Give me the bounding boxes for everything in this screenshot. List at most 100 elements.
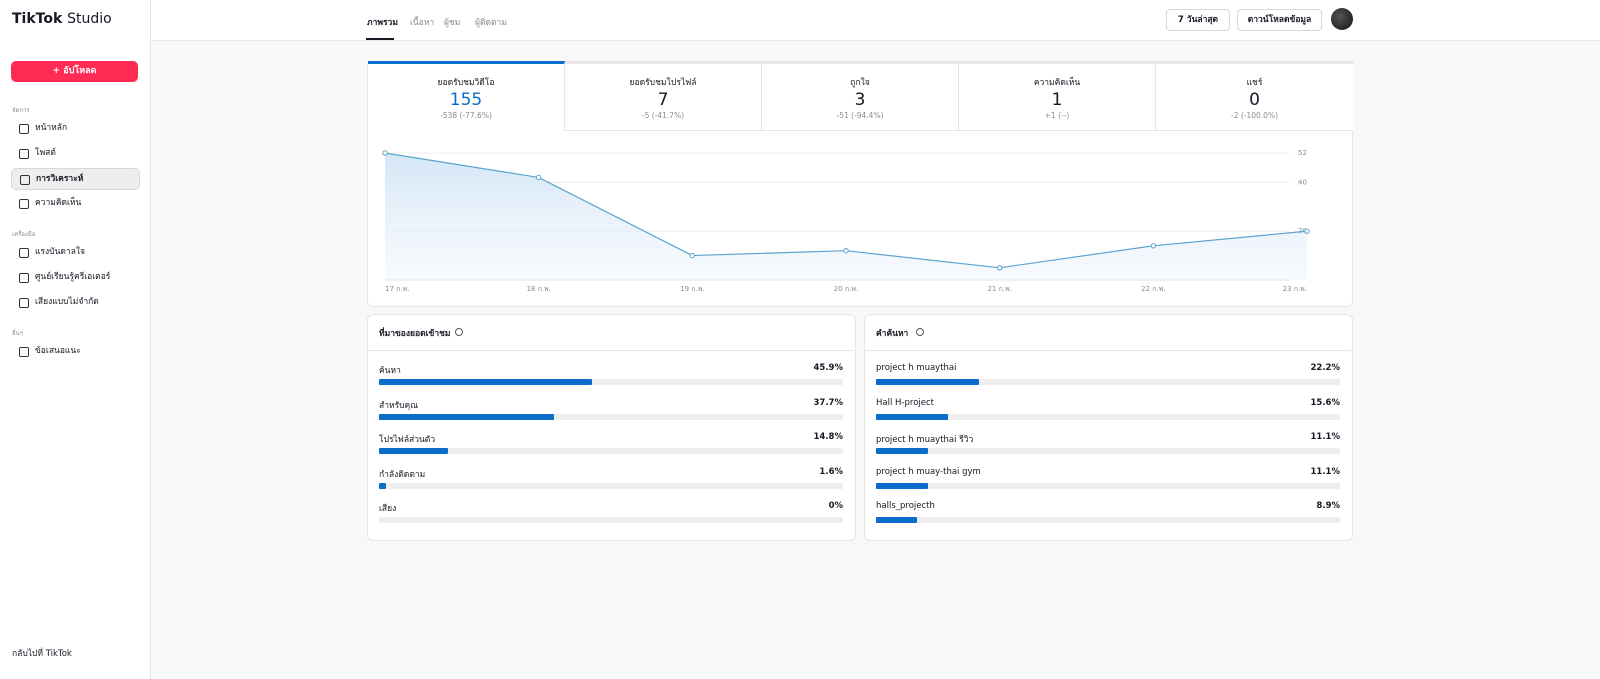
metric-card[interactable]: ถูกใจ 3 -51 (-94.4%) [762,61,959,131]
bar [876,413,949,420]
nav-item[interactable]: ศูนย์เรียนรู้ครีเอเตอร์ [11,267,138,288]
tab[interactable]: ผู้ชม [444,18,461,28]
point [382,150,388,156]
metric-value: 155 [449,90,483,110]
nav-label: โพสต์ [35,148,56,158]
row-name: project h muay-thai gym [876,466,981,477]
row-value: 37.7% [813,397,844,408]
point [1150,243,1157,249]
metric-card[interactable]: ยอดรับชมวิดีโอ 155 -538 (-77.6%) [368,61,565,131]
section-title: อื่นๆ [12,330,23,337]
point [689,252,696,259]
nav-item[interactable]: แรงบันดาลใจ [11,242,138,263]
panel-divider [368,350,854,351]
metric-value: 0 [1249,90,1260,110]
bar-track [876,379,1340,385]
info-icon [916,328,924,336]
metric-label: ยอดรับชมโปรไฟล์ [629,78,697,88]
y-tick-label: 40 [1298,178,1307,186]
x-tick-label: 18 ก.พ. [526,285,550,293]
metric-value: 7 [657,90,669,110]
nav-label: ศูนย์เรียนรู้ครีเอเตอร์ [35,272,111,282]
nav-label: หน้าหลัก [35,123,68,133]
row-value: 22.2% [1310,363,1341,373]
panel-title: ที่มาของยอดเข้าชม [379,329,451,339]
line-chart: 20 40 52 17 ก.พ. 18 ก.พ. 19 ก.พ. 20 ก.พ. 21 ก.พ… [382,149,1310,293]
upload-button[interactable]: + อัปโหลด [11,61,138,82]
row-name: project h muaythai รีวิว [876,435,974,445]
y-tick-label: 52 [1298,149,1307,157]
nav-icon [19,199,29,209]
line [384,152,1308,269]
bar [379,448,448,454]
nav-icon [19,124,29,134]
panel [367,314,856,541]
row-value: 11.1% [1310,466,1341,477]
metric-label: ถูกใจ [850,78,870,88]
point [996,265,1003,271]
row-value: 11.1% [1310,432,1341,442]
section-title: จัดการ [12,107,30,114]
row-name: Hall H-project [876,397,934,408]
x-tick-label: 19 ก.พ. [680,285,704,293]
point [535,174,542,181]
nav-item[interactable]: เสียงแบบไม่จำกัด [11,292,138,313]
row-name: สำหรับคุณ [379,400,419,411]
panel-divider [865,350,1351,351]
row-value: 8.9% [1316,501,1340,511]
row-value: 0% [828,501,843,511]
section-title: เครื่องมือ [12,231,36,238]
x-tick-label: 20 ก.พ. [834,285,858,293]
x-tick-label: 23 ก.พ. [1283,285,1307,293]
nav-icon [19,347,29,357]
tab[interactable]: เนื้อหา [410,18,435,28]
tab[interactable]: ภาพรวม [367,18,398,28]
y-tick-label: 20 [1298,227,1307,235]
metric-change: -2 (-100.0%) [1230,111,1279,120]
row-name: โปรไฟล์ส่วนตัว [379,435,436,445]
bar-track [876,413,1340,420]
tab[interactable]: ผู้ติดตาม [475,18,507,28]
metric-card[interactable]: ยอดรับชมโปรไฟล์ 7 -5 (-41.7%) [565,61,762,131]
nav-item[interactable]: การวิเคราะห์ [11,168,140,190]
metric-value: 1 [1051,90,1063,110]
row-name: กำลังติดตาม [379,469,426,480]
nav-item[interactable]: โพสต์ [11,143,138,164]
bar [379,379,592,385]
logo-suffix: Studio [67,11,112,27]
nav-icon [19,248,29,258]
metric-value: 3 [854,90,866,110]
nav-label: การวิเคราะห์ [36,174,84,184]
metric-card[interactable]: แชร์ 0 -2 (-100.0%) [1156,61,1353,131]
bar-track [876,517,1340,523]
metric-card[interactable]: ความคิดเห็น 1 +1 (--) [959,61,1156,131]
nav-icon [19,298,29,308]
metric-label: ยอดรับชมวิดีโอ [437,78,495,88]
area [385,153,1307,280]
nav-item[interactable]: หน้าหลัก [11,118,138,139]
overview-card [367,61,1353,307]
nav-item[interactable]: ข้อเสนอแนะ [11,341,138,362]
panel [864,314,1353,541]
row-name: project h muaythai [876,363,957,373]
point [843,247,849,254]
metric-change: +1 (--) [1044,111,1070,120]
panel-title: คำค้นหา [876,329,909,339]
top-bar [151,0,1600,41]
logo[interactable]: TikTok Studio [12,11,112,27]
logo-text: TikTok [12,11,63,27]
back-link[interactable]: กลับไปที่ TikTok [12,649,72,659]
row-value: 45.9% [813,363,844,373]
bar-track [379,379,843,385]
x-tick-label: 22 ก.พ. [1141,285,1165,293]
info-icon [455,328,463,336]
row-value: 1.6% [819,466,843,477]
row-name: halls_projecth [876,501,935,511]
nav-icon [19,149,29,159]
nav-item[interactable]: ความคิดเห็น [11,193,138,214]
bar-track [876,448,1340,454]
bar [379,482,387,489]
bar [876,482,928,489]
